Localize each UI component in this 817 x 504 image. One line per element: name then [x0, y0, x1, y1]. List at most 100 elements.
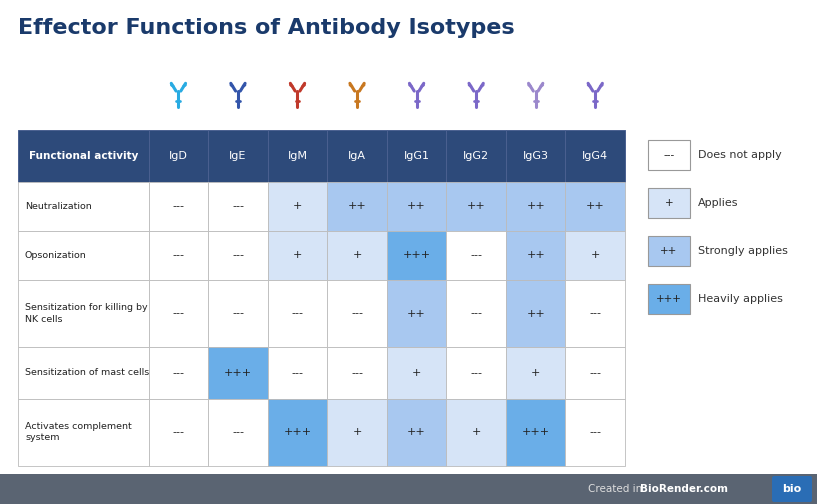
Bar	[386, 182, 446, 231]
Bar	[506, 280, 565, 347]
Text: ---: ---	[470, 368, 482, 378]
Bar	[208, 280, 268, 347]
Text: +: +	[292, 201, 302, 211]
Bar	[565, 130, 625, 182]
Bar	[446, 130, 506, 182]
Bar	[149, 347, 208, 399]
Bar	[149, 231, 208, 280]
Text: ---: ---	[470, 250, 482, 261]
Text: IgG1: IgG1	[404, 151, 430, 161]
Text: Functional activity: Functional activity	[29, 151, 138, 161]
Text: ---: ---	[663, 150, 675, 160]
Text: Does not apply: Does not apply	[698, 150, 782, 160]
Text: +: +	[665, 198, 673, 208]
Bar	[386, 130, 446, 182]
Text: Applies: Applies	[698, 198, 739, 208]
Text: ---: ---	[589, 427, 601, 437]
Text: ++: ++	[348, 201, 366, 211]
Bar	[386, 347, 446, 399]
Bar	[446, 182, 506, 231]
Text: Sensitization for killing by
NK cells: Sensitization for killing by NK cells	[25, 303, 148, 324]
Bar	[328, 182, 386, 231]
Text: Opsonization: Opsonization	[25, 251, 87, 260]
Text: ---: ---	[172, 250, 185, 261]
Bar	[18, 347, 149, 399]
Text: ---: ---	[172, 308, 185, 319]
Text: +++: +++	[521, 427, 550, 437]
FancyBboxPatch shape	[772, 476, 812, 502]
Text: IgD: IgD	[169, 151, 188, 161]
Text: IgM: IgM	[288, 151, 307, 161]
Text: +: +	[471, 427, 481, 437]
Bar	[565, 399, 625, 466]
Text: +++: +++	[656, 294, 682, 304]
Text: IgG4: IgG4	[583, 151, 609, 161]
Text: ---: ---	[351, 368, 363, 378]
Bar	[268, 347, 328, 399]
Text: ---: ---	[292, 308, 303, 319]
Bar	[648, 140, 690, 170]
Text: IgG3: IgG3	[523, 151, 549, 161]
Text: Effector Functions of Antibody Isotypes: Effector Functions of Antibody Isotypes	[18, 18, 515, 38]
Text: ---: ---	[232, 250, 244, 261]
Bar	[565, 231, 625, 280]
Text: ---: ---	[351, 308, 363, 319]
Text: +: +	[591, 250, 600, 261]
Text: +: +	[531, 368, 540, 378]
Bar	[149, 130, 208, 182]
Bar	[565, 347, 625, 399]
Text: bio: bio	[783, 484, 801, 494]
Text: Heavily applies: Heavily applies	[698, 294, 783, 304]
Text: +++: +++	[224, 368, 252, 378]
Bar	[386, 280, 446, 347]
Bar	[328, 130, 386, 182]
Text: IgA: IgA	[348, 151, 366, 161]
Bar	[18, 231, 149, 280]
Bar	[18, 182, 149, 231]
Bar	[208, 182, 268, 231]
Text: ---: ---	[172, 427, 185, 437]
Text: Activates complement
system: Activates complement system	[25, 422, 132, 443]
Text: ---: ---	[292, 368, 303, 378]
Text: Sensitization of mast cells: Sensitization of mast cells	[25, 368, 150, 377]
Bar	[18, 280, 149, 347]
Bar	[446, 347, 506, 399]
Text: ++: ++	[660, 246, 677, 256]
Text: +: +	[412, 368, 422, 378]
Text: BioRender.com: BioRender.com	[641, 484, 728, 494]
Text: +: +	[352, 250, 362, 261]
Bar	[208, 347, 268, 399]
Bar	[565, 182, 625, 231]
Bar	[268, 280, 328, 347]
Text: ---: ---	[172, 201, 185, 211]
Text: +: +	[352, 427, 362, 437]
Bar	[268, 231, 328, 280]
Bar	[648, 188, 690, 218]
Bar	[386, 231, 446, 280]
Bar	[18, 399, 149, 466]
Bar	[648, 284, 690, 314]
Bar	[18, 130, 149, 182]
Bar	[506, 182, 565, 231]
Text: +++: +++	[283, 427, 311, 437]
Text: ++: ++	[526, 250, 545, 261]
Text: Neutralization: Neutralization	[25, 202, 92, 211]
Text: IgE: IgE	[230, 151, 247, 161]
Text: ++: ++	[467, 201, 485, 211]
Bar	[506, 231, 565, 280]
Text: ---: ---	[232, 201, 244, 211]
Text: ++: ++	[407, 201, 426, 211]
Bar	[208, 130, 268, 182]
Bar	[149, 182, 208, 231]
Text: ---: ---	[232, 427, 244, 437]
Text: ++: ++	[586, 201, 605, 211]
Bar	[328, 231, 386, 280]
Bar	[268, 182, 328, 231]
Text: ---: ---	[470, 308, 482, 319]
Bar	[565, 280, 625, 347]
Text: ++: ++	[526, 308, 545, 319]
Text: +++: +++	[403, 250, 431, 261]
Text: ++: ++	[526, 201, 545, 211]
Text: ++: ++	[407, 427, 426, 437]
Bar	[328, 399, 386, 466]
